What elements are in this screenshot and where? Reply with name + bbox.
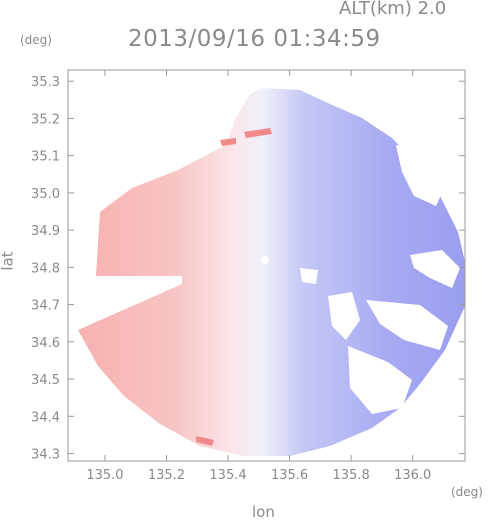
x-tick-label: 135.0 xyxy=(86,468,123,483)
y-tick-label: 34.6 xyxy=(31,336,60,351)
y-tick-label: 35.1 xyxy=(31,150,60,165)
x-tick-label: 136.0 xyxy=(394,468,431,483)
x-tick-label: 135.8 xyxy=(333,468,370,483)
no-echo-patch-east-1 xyxy=(396,145,448,206)
no-echo-patch-east-2 xyxy=(410,250,460,288)
y-tick-label: 34.8 xyxy=(31,261,60,276)
y-tick-label: 34.5 xyxy=(31,373,60,388)
positive-echo-north-2 xyxy=(220,138,236,146)
radar-coverage-area xyxy=(78,88,465,456)
y-tick-label: 35.2 xyxy=(31,112,60,127)
no-echo-patch-east-3 xyxy=(366,300,448,350)
y-tick-label: 35.3 xyxy=(31,75,60,90)
altitude-label: ALT(km) 2.0 xyxy=(339,0,447,19)
no-echo-patch-east-4 xyxy=(300,268,318,284)
positive-echo-north-1 xyxy=(244,128,272,138)
x-axis-ticks: 135.0 135.2 135.4 135.6 135.8 136.0 xyxy=(86,70,431,483)
chart-title: 2013/09/16 01:34:59 xyxy=(128,26,381,52)
y-tick-label: 34.4 xyxy=(31,410,60,425)
x-tick-label: 135.4 xyxy=(209,468,246,483)
x-unit-label: (deg) xyxy=(451,485,483,499)
no-echo-patch-southeast xyxy=(348,346,412,414)
radar-site-marker xyxy=(261,256,269,264)
positive-echo-south xyxy=(196,436,214,446)
y-tick-label: 34.7 xyxy=(31,299,60,314)
y-unit-label: (deg) xyxy=(20,33,52,47)
x-tick-label: 135.6 xyxy=(271,468,308,483)
no-echo-patch-east-5 xyxy=(328,292,360,340)
x-tick-label: 135.2 xyxy=(148,468,185,483)
y-tick-label: 34.9 xyxy=(31,224,60,239)
plot-frame xyxy=(67,69,466,462)
y-tick-label: 34.3 xyxy=(31,448,60,463)
y-tick-label: 35.0 xyxy=(31,187,60,202)
velocity-field xyxy=(78,88,465,456)
x-axis-label: lon xyxy=(252,503,275,521)
y-axis-ticks: 34.3 34.4 34.5 34.6 34.7 34.8 34.9 35.0 35.1 35.2… xyxy=(31,75,465,463)
